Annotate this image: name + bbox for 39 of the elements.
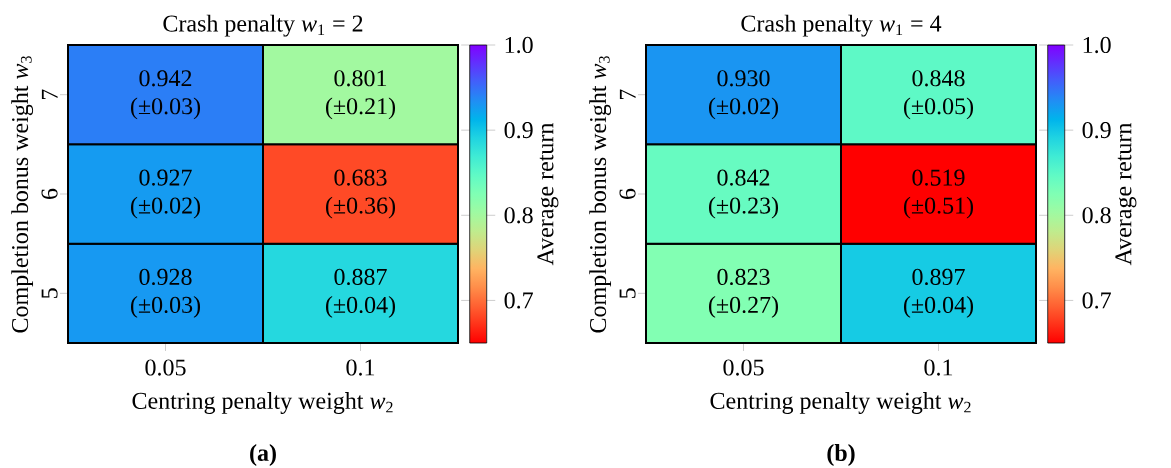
- x-tick-label: 0.1: [924, 359, 953, 376]
- color-bar-label: 1.0: [1083, 36, 1111, 54]
- color-bar-label: 0.8: [1082, 207, 1111, 224]
- color-bar-label: 0.7: [1082, 292, 1111, 309]
- x-tick-label: 0.1: [346, 359, 375, 376]
- data-label: 0.942 (±0.03): [131, 70, 201, 120]
- chart-title: Crash penalty w$_{1}$ = 4: [741, 14, 942, 37]
- data-label: 0.928 (±0.03): [131, 268, 201, 318]
- y-tick-label: 6: [619, 188, 636, 199]
- data-label: 0.848 (±0.05): [903, 70, 974, 120]
- data-label: 0.823 (±0.27): [709, 268, 779, 318]
- color-bar-label: 0.8: [504, 207, 533, 224]
- data-label: 0.683 (±0.36): [326, 169, 396, 219]
- text: (a): [250, 444, 276, 466]
- data-label: 0.801 (±0.21): [326, 70, 396, 120]
- color-bar-label: 0.9: [1082, 122, 1111, 139]
- y-tick-label: 6: [41, 188, 58, 199]
- data-label: 0.930 (±0.02): [709, 70, 779, 120]
- x-tick-label: 0.05: [723, 359, 764, 376]
- x-axis-title: Centring penalty weight w$_{2}$: [132, 392, 393, 414]
- y-tick-label: 7: [41, 89, 58, 100]
- data-label: 0.519 (±0.51): [903, 169, 974, 219]
- y-tick-label: 5: [41, 288, 58, 298]
- color-bar-label: 1.0: [505, 36, 533, 54]
- data-label: 0.842 (±0.23): [709, 169, 779, 219]
- data-label: 0.927 (±0.02): [131, 169, 201, 219]
- x-tick-label: 0.05: [145, 359, 186, 376]
- y-axis-title: Completion bonus weight w$_{3}$: [11, 56, 34, 333]
- y-tick-label: 5: [619, 288, 636, 298]
- y-tick-label: 7: [619, 89, 636, 100]
- color-bar-label: 0.7: [504, 292, 533, 309]
- color-bar-title: Average return: [537, 122, 559, 266]
- y-axis-title: Completion bonus weight w$_{3}$: [589, 56, 612, 333]
- color-bar-label: 0.9: [504, 122, 533, 139]
- data-label: 0.887 (±0.04): [326, 268, 396, 318]
- x-axis-title: Centring penalty weight w$_{2}$: [710, 392, 971, 414]
- color-bar-title: Average return: [1115, 122, 1137, 266]
- text: (b): [827, 444, 855, 466]
- chart-title: Crash penalty w$_{1}$ = 2: [163, 14, 363, 37]
